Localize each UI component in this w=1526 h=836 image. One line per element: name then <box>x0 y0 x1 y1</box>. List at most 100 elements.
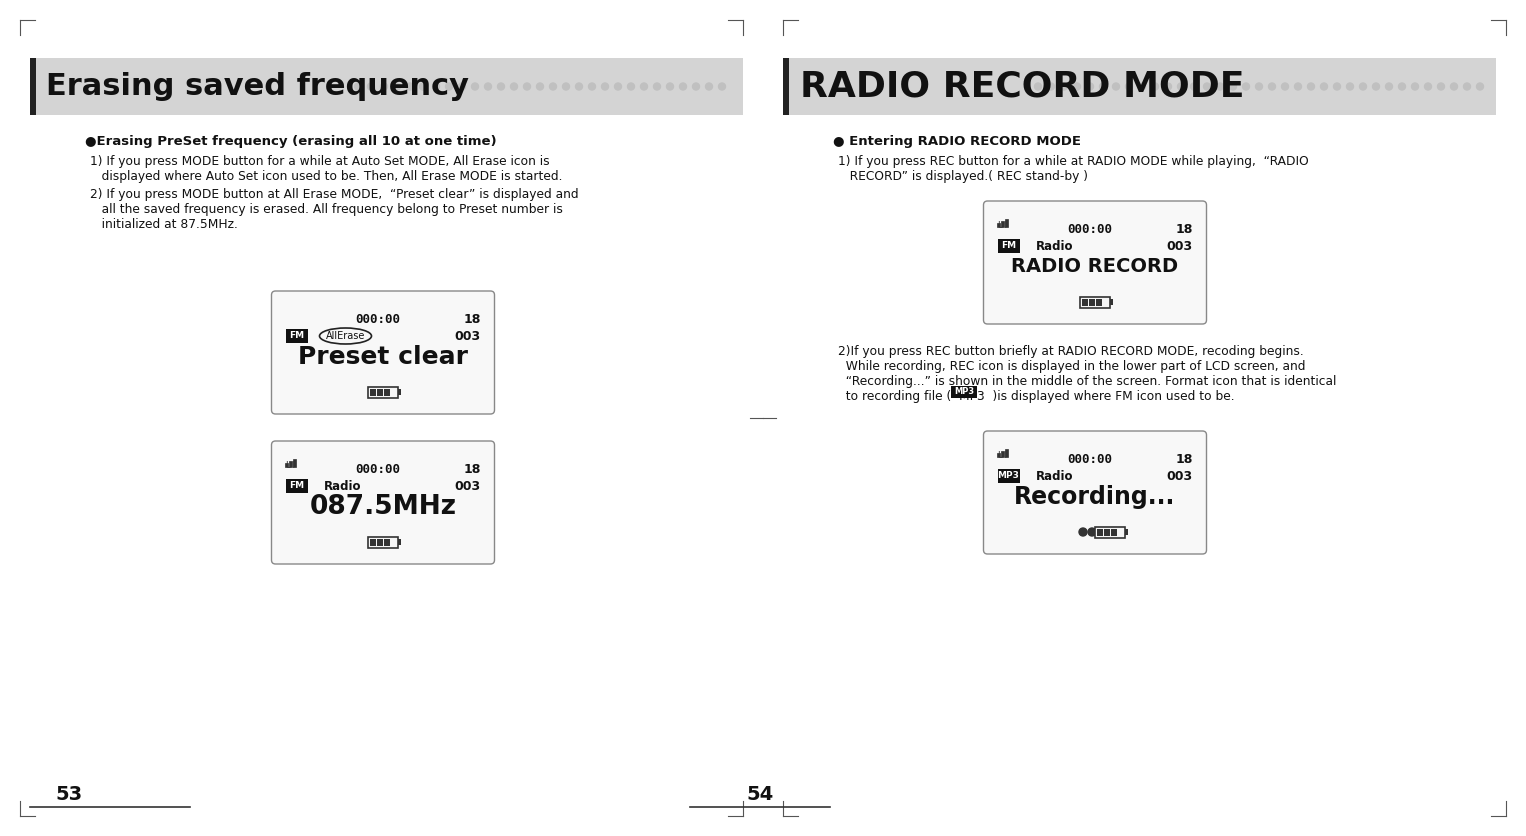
Circle shape <box>420 83 426 90</box>
Circle shape <box>1061 83 1068 90</box>
Circle shape <box>511 83 517 90</box>
Text: 087.5MHz: 087.5MHz <box>310 494 456 520</box>
Text: 54: 54 <box>746 786 774 804</box>
Text: Preset clear: Preset clear <box>298 345 468 369</box>
Text: RADIO RECORD MODE: RADIO RECORD MODE <box>800 69 1245 104</box>
Circle shape <box>1437 83 1445 90</box>
Circle shape <box>1360 83 1366 90</box>
Circle shape <box>406 83 414 90</box>
Circle shape <box>1088 528 1096 536</box>
Bar <box>377 538 383 546</box>
Circle shape <box>1216 83 1224 90</box>
Bar <box>377 389 383 395</box>
Bar <box>369 389 375 395</box>
Bar <box>285 479 308 493</box>
Bar <box>1080 297 1109 308</box>
Circle shape <box>1204 83 1210 90</box>
Bar <box>1111 528 1117 536</box>
Bar <box>288 461 291 467</box>
Bar <box>996 223 1000 227</box>
Text: FM: FM <box>288 482 304 491</box>
Text: Recording...: Recording... <box>1015 485 1175 509</box>
Circle shape <box>1320 83 1328 90</box>
Bar <box>1090 298 1096 305</box>
Text: Radio: Radio <box>1036 239 1073 252</box>
Text: 000:00: 000:00 <box>356 463 400 476</box>
Text: 000:00: 000:00 <box>356 313 400 326</box>
FancyBboxPatch shape <box>983 201 1207 324</box>
Circle shape <box>1463 83 1471 90</box>
Circle shape <box>1386 83 1393 90</box>
Circle shape <box>1073 83 1080 90</box>
Bar <box>1082 298 1088 305</box>
Text: RECORD” is displayed.( REC stand-by ): RECORD” is displayed.( REC stand-by ) <box>838 170 1088 183</box>
Bar <box>368 537 398 548</box>
Circle shape <box>1294 83 1302 90</box>
Circle shape <box>1230 83 1236 90</box>
Circle shape <box>1100 83 1106 90</box>
Bar <box>783 58 789 115</box>
Bar <box>31 58 37 115</box>
Circle shape <box>1268 83 1276 90</box>
Text: 000:00: 000:00 <box>1068 223 1112 236</box>
Text: 003: 003 <box>455 480 481 492</box>
Ellipse shape <box>319 328 371 344</box>
Text: 003: 003 <box>1166 239 1192 252</box>
Circle shape <box>1138 83 1146 90</box>
Bar <box>293 459 296 467</box>
Circle shape <box>368 83 374 90</box>
Circle shape <box>1112 83 1120 90</box>
Text: ● Entering RADIO RECORD MODE: ● Entering RADIO RECORD MODE <box>833 135 1080 148</box>
Circle shape <box>1178 83 1184 90</box>
Circle shape <box>667 83 673 90</box>
Circle shape <box>719 83 725 90</box>
FancyBboxPatch shape <box>272 291 494 414</box>
Circle shape <box>563 83 569 90</box>
Circle shape <box>1152 83 1158 90</box>
Circle shape <box>1308 83 1314 90</box>
Circle shape <box>589 83 595 90</box>
Circle shape <box>627 83 635 90</box>
Circle shape <box>458 83 465 90</box>
Circle shape <box>472 83 479 90</box>
Bar <box>1004 449 1007 457</box>
Circle shape <box>1126 83 1132 90</box>
Circle shape <box>1398 83 1405 90</box>
Bar <box>31 58 743 115</box>
Circle shape <box>394 83 400 90</box>
Bar <box>1096 298 1102 305</box>
Text: initialized at 87.5MHz.: initialized at 87.5MHz. <box>90 218 238 231</box>
Text: Radio: Radio <box>324 480 362 492</box>
Circle shape <box>705 83 713 90</box>
Circle shape <box>1079 528 1087 536</box>
Circle shape <box>537 83 543 90</box>
Text: 18: 18 <box>1175 453 1192 466</box>
Circle shape <box>1087 83 1094 90</box>
Text: Erasing saved frequency: Erasing saved frequency <box>46 72 468 101</box>
Circle shape <box>1346 83 1354 90</box>
Circle shape <box>1477 83 1483 90</box>
Bar <box>398 539 401 545</box>
Circle shape <box>484 83 491 90</box>
Text: FM: FM <box>288 332 304 340</box>
Text: 1) If you press REC button for a while at RADIO MODE while playing,  “RADIO: 1) If you press REC button for a while a… <box>838 155 1309 168</box>
Text: Ʋᴵl: Ʋᴵl <box>998 451 1007 460</box>
Text: Ʋᴵl: Ʋᴵl <box>998 221 1007 230</box>
Bar <box>1103 528 1109 536</box>
Circle shape <box>601 83 609 90</box>
Text: While recording, REC icon is displayed in the lower part of LCD screen, and: While recording, REC icon is displayed i… <box>838 360 1306 373</box>
Text: displayed where Auto Set icon used to be. Then, All Erase MODE is started.: displayed where Auto Set icon used to be… <box>90 170 563 183</box>
Text: AllErase: AllErase <box>327 331 365 341</box>
Circle shape <box>1256 83 1262 90</box>
Text: ●Erasing PreSet frequency (erasing all 10 at one time): ●Erasing PreSet frequency (erasing all 1… <box>85 135 496 148</box>
Circle shape <box>1334 83 1340 90</box>
Bar <box>369 538 375 546</box>
Circle shape <box>1164 83 1172 90</box>
Text: 2) If you press MODE button at All Erase MODE,  “Preset clear” is displayed and: 2) If you press MODE button at All Erase… <box>90 188 578 201</box>
Text: 000:00: 000:00 <box>1068 453 1112 466</box>
Circle shape <box>1412 83 1419 90</box>
Text: FM: FM <box>1001 242 1016 251</box>
Text: 18: 18 <box>462 463 481 476</box>
Circle shape <box>549 83 557 90</box>
Text: Radio: Radio <box>1036 470 1073 482</box>
